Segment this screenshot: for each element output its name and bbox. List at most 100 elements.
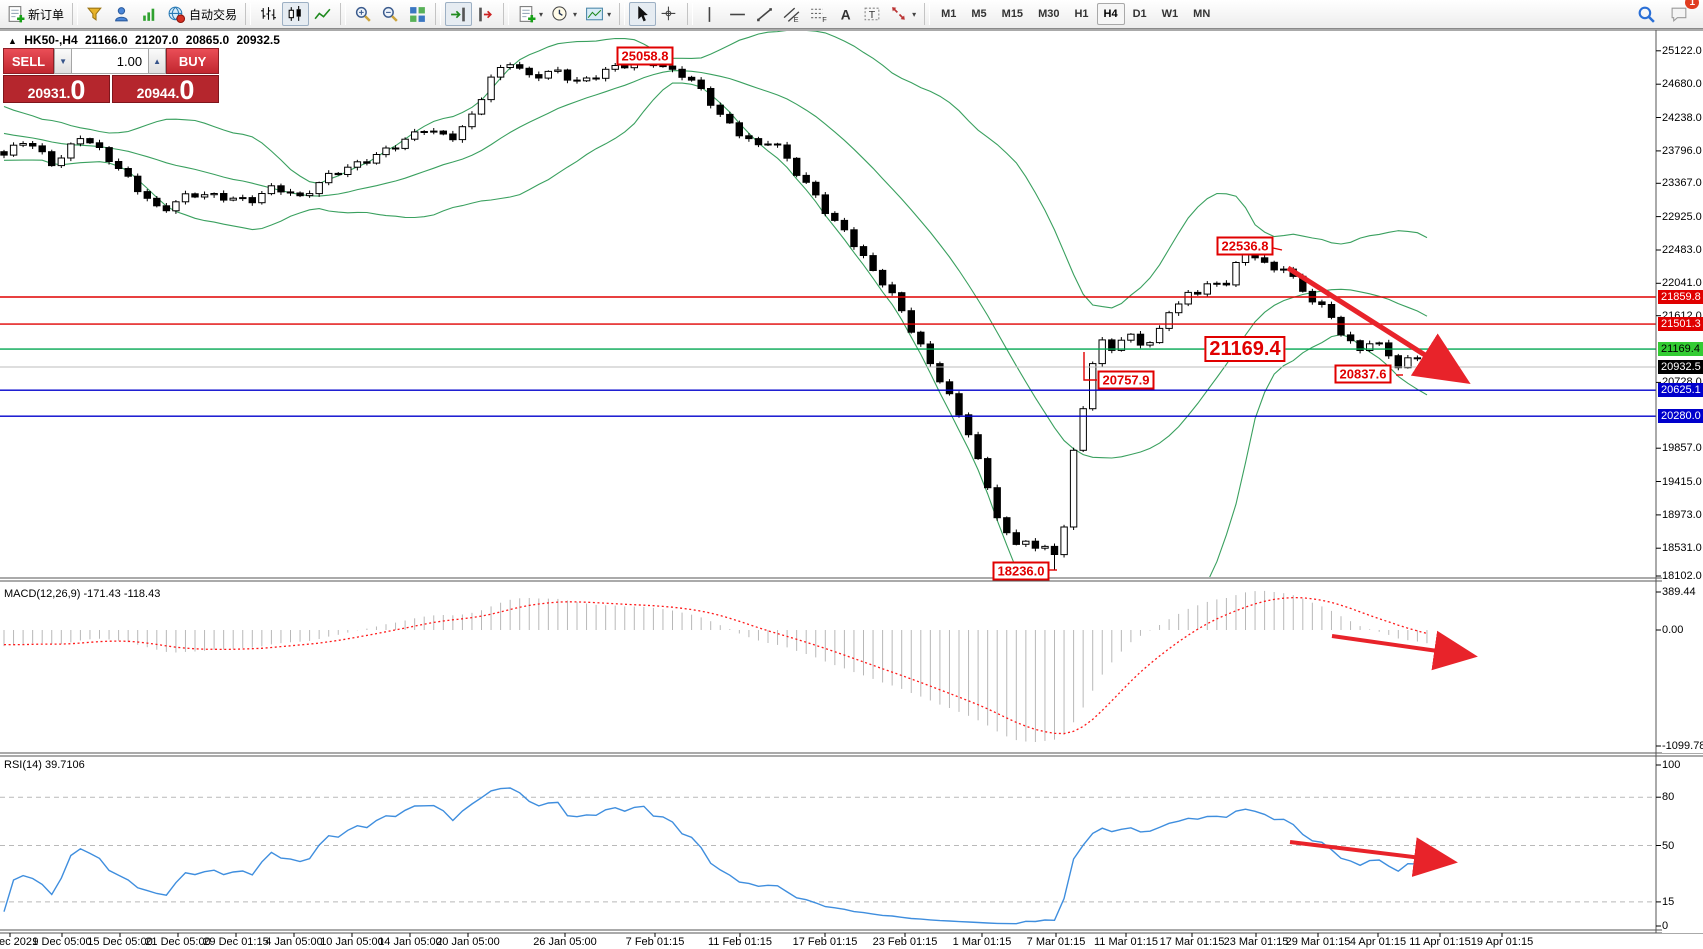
candlestick-chart-button[interactable] bbox=[282, 2, 310, 26]
chat-icon bbox=[1670, 5, 1689, 24]
channel-icon: E bbox=[782, 5, 801, 24]
trend-arrow-main[interactable] bbox=[1286, 265, 1471, 385]
crosshair-button[interactable] bbox=[656, 2, 683, 26]
price-callout-18236.0[interactable]: 18236.0 bbox=[992, 561, 1050, 580]
timeframe-m30-button[interactable]: M30 bbox=[1031, 3, 1066, 25]
price-tick: 19857.0 bbox=[1662, 442, 1703, 456]
text-label-icon: T bbox=[863, 5, 882, 24]
text-button[interactable]: A bbox=[832, 2, 859, 26]
profile-button[interactable] bbox=[109, 2, 136, 26]
toolbar-separator bbox=[72, 3, 79, 25]
bollinger-bands bbox=[3, 31, 1428, 577]
text-label-button[interactable]: T bbox=[859, 2, 886, 26]
toolbar-separator bbox=[245, 3, 252, 25]
time-axis-label: 11 Apr 01:15 bbox=[1409, 936, 1471, 948]
price-callout-25058.8[interactable]: 25058.8 bbox=[616, 46, 674, 66]
timeframe-m5-button[interactable]: M5 bbox=[964, 3, 993, 25]
trendline-button[interactable] bbox=[751, 2, 778, 26]
time-axis-label: 29 Dec 01:15 bbox=[203, 936, 269, 948]
timeframe-h1-button[interactable]: H1 bbox=[1067, 3, 1095, 25]
timeframe-mn-button[interactable]: MN bbox=[1186, 3, 1217, 25]
price-callout-20757.9[interactable]: 20757.9 bbox=[1097, 370, 1155, 390]
funnel-button[interactable] bbox=[82, 2, 109, 26]
zoom-in-icon bbox=[354, 5, 373, 24]
volume-up-button[interactable]: ▲ bbox=[148, 48, 167, 74]
sell-button[interactable]: SELL bbox=[3, 48, 55, 74]
autotrade-button[interactable]: 自动交易 bbox=[163, 2, 241, 26]
price-line-label: 21501.3 bbox=[1658, 317, 1703, 332]
search-button[interactable] bbox=[1633, 2, 1660, 26]
indicators-icon bbox=[517, 5, 536, 24]
volume-input[interactable] bbox=[72, 48, 149, 74]
price-callout-22536.8[interactable]: 22536.8 bbox=[1216, 236, 1274, 256]
rsi-line bbox=[3, 787, 1428, 925]
price-line-label: 21169.4 bbox=[1658, 342, 1703, 357]
zoom-out-button[interactable] bbox=[377, 2, 404, 26]
macd-axis-label: 0.00 bbox=[1662, 624, 1703, 637]
time-axis-label: 3 Dec 2021 bbox=[0, 936, 39, 948]
ohlc-high: 21207.0 bbox=[135, 33, 179, 47]
time-axis-label: 19 Apr 01:15 bbox=[1470, 936, 1534, 948]
channel-button[interactable]: E bbox=[778, 2, 805, 26]
volume-down-button[interactable]: ▼ bbox=[54, 48, 73, 74]
rsi-axis-label: 0 bbox=[1662, 920, 1703, 933]
zoom-in-button[interactable] bbox=[350, 2, 377, 26]
macd-histogram bbox=[3, 590, 1428, 742]
svg-text:A: A bbox=[841, 7, 851, 22]
timeframe-m1-button[interactable]: M1 bbox=[934, 3, 963, 25]
sell-price-big-digit: 0 bbox=[70, 75, 86, 105]
profile-icon bbox=[113, 5, 132, 24]
rsi-axis-label: 80 bbox=[1662, 791, 1703, 805]
crosshair-icon bbox=[660, 5, 679, 24]
timeframe-h4-button[interactable]: H4 bbox=[1096, 3, 1125, 25]
dropdown-arrow-icon: ▾ bbox=[912, 9, 917, 19]
price-tick: 22483.0 bbox=[1662, 243, 1703, 257]
templates-button[interactable]: ▾ bbox=[581, 2, 615, 26]
macd-label: MACD(12,26,9) -171.43 -118.43 bbox=[4, 588, 161, 600]
price-callout-21169.4[interactable]: 21169.4 bbox=[1204, 336, 1286, 363]
arrows-button[interactable]: ▾ bbox=[886, 2, 920, 26]
trend-arrow-macd[interactable] bbox=[1331, 630, 1478, 671]
fibonacci-button[interactable]: F bbox=[805, 2, 832, 26]
trend-arrow-rsi[interactable] bbox=[1289, 837, 1458, 877]
vertical-line-button[interactable] bbox=[697, 2, 724, 26]
buy-button[interactable]: BUY bbox=[166, 48, 220, 74]
buy-price-box[interactable]: 20944 . 0 bbox=[112, 75, 219, 105]
new-order-button[interactable]: 新订单 bbox=[2, 2, 68, 26]
horizontal-line-button[interactable] bbox=[724, 2, 751, 26]
toolbar-separator bbox=[503, 3, 510, 25]
indicators-button[interactable]: ▾ bbox=[513, 2, 547, 26]
tile-windows-button[interactable] bbox=[404, 2, 431, 26]
timeframe-m15-button[interactable]: M15 bbox=[995, 3, 1030, 25]
chart-shift-button[interactable] bbox=[472, 2, 499, 26]
auto-scroll-button[interactable] bbox=[445, 2, 473, 26]
time-axis-label: 10 Jan 05:00 bbox=[320, 936, 384, 948]
collapse-arrow-icon[interactable]: ▲ bbox=[8, 36, 17, 46]
signals-button[interactable] bbox=[136, 2, 163, 26]
bar-chart-icon bbox=[259, 5, 278, 24]
timeframe-d1-button[interactable]: D1 bbox=[1126, 3, 1154, 25]
time-axis-label: 7 Mar 01:15 bbox=[1026, 936, 1086, 948]
vertical-line-icon bbox=[701, 5, 720, 24]
rsi-value: 39.7106 bbox=[44, 759, 85, 771]
signals-icon bbox=[140, 5, 159, 24]
line-chart-button[interactable] bbox=[309, 2, 336, 26]
trendline-icon bbox=[755, 5, 774, 24]
time-axis-label: 11 Feb 01:15 bbox=[707, 936, 773, 948]
toolbar-separator bbox=[340, 3, 347, 25]
price-callout-20837.6[interactable]: 20837.6 bbox=[1334, 364, 1392, 384]
cursor-button[interactable] bbox=[629, 2, 657, 26]
periods-button[interactable]: ▾ bbox=[547, 2, 581, 26]
timeframe-w1-button[interactable]: W1 bbox=[1155, 3, 1186, 25]
cursor-icon bbox=[633, 5, 652, 24]
notifications-button[interactable] bbox=[1666, 2, 1693, 26]
price-tick: 25122.0 bbox=[1662, 44, 1703, 58]
toolbar-separator bbox=[687, 3, 694, 25]
svg-text:E: E bbox=[794, 14, 799, 23]
bar-chart-button[interactable] bbox=[255, 2, 282, 26]
rsi-axis-label: 100 bbox=[1662, 759, 1703, 772]
buy-price-big-digit: 0 bbox=[179, 75, 195, 105]
sell-price-box[interactable]: 20931 . 0 bbox=[3, 75, 110, 105]
